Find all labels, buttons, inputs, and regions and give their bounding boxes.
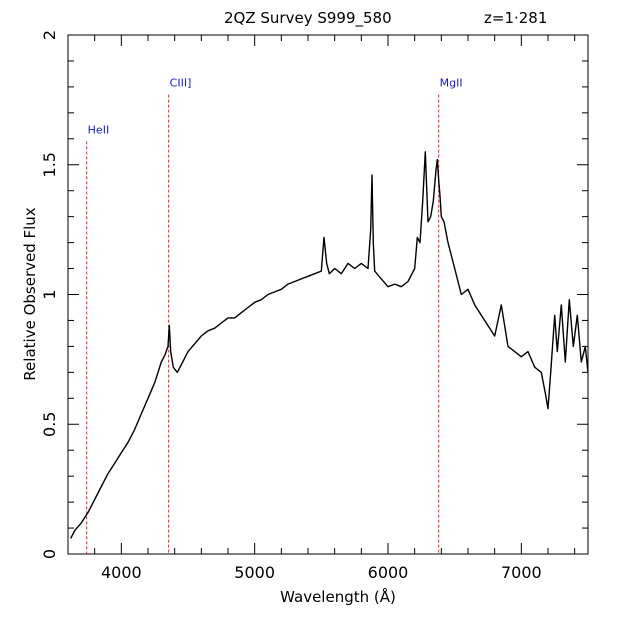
y-tick-label: 2 <box>40 30 59 40</box>
y-tick-label: 0.5 <box>40 412 59 437</box>
emission-line-label: MgII <box>440 77 463 90</box>
chart-title: 2QZ Survey S999_580 <box>224 9 392 28</box>
y-tick-label: 1.5 <box>40 152 59 177</box>
redshift-label: z=1·281 <box>484 9 547 27</box>
y-tick-label: 0 <box>40 549 59 559</box>
spectrum-line <box>70 151 589 539</box>
x-tick-label: 4000 <box>101 563 142 582</box>
x-tick-label: 5000 <box>234 563 275 582</box>
y-axis-label: Relative Observed Flux <box>21 207 39 380</box>
x-tick-label: 7000 <box>501 563 542 582</box>
plot-frame <box>67 34 589 555</box>
x-axis-label: Wavelength (Å) <box>280 587 396 606</box>
axis-ticks: 4000 5000 6000 7000 0 0.5 1 1.5 2 <box>40 30 588 582</box>
emission-line-label: HeII <box>88 123 110 136</box>
emission-line-label: CIII] <box>170 77 192 90</box>
emission-line-markers: HeII CIII] MgII <box>86 77 463 554</box>
y-tick-label: 1 <box>40 289 59 299</box>
x-tick-label: 6000 <box>368 563 409 582</box>
